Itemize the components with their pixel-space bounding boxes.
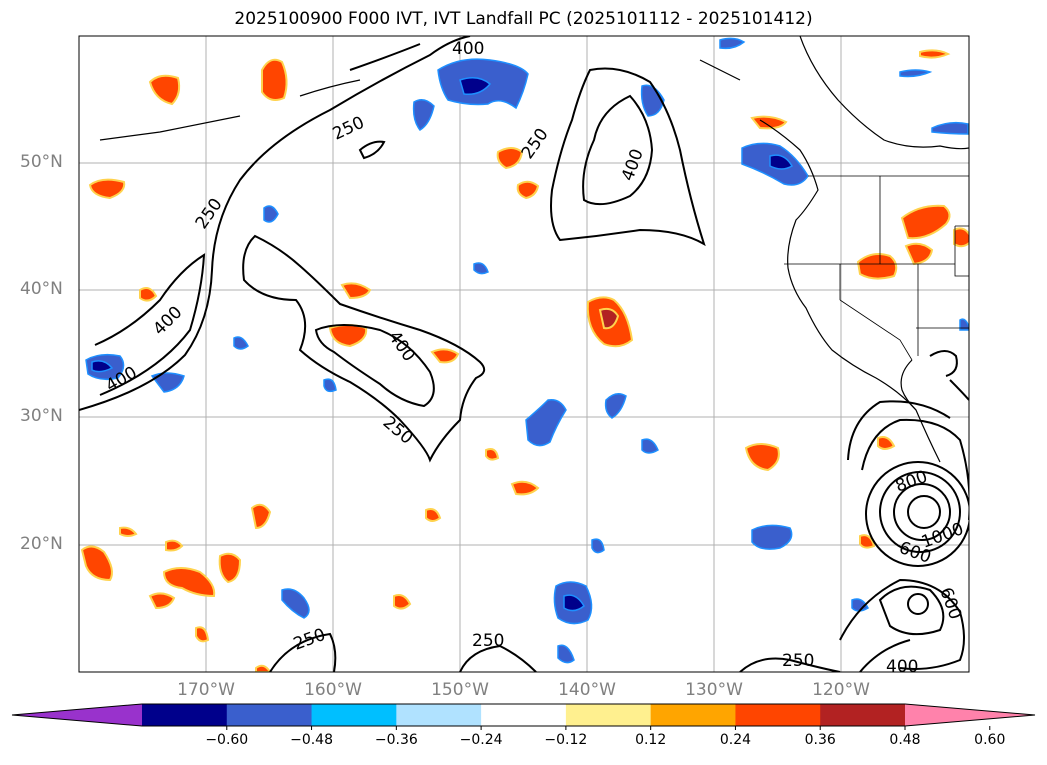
colorbar-segment bbox=[650, 704, 736, 726]
ivt-contours bbox=[79, 36, 969, 672]
contour-label: 250 bbox=[291, 625, 328, 655]
contour-label: 400 bbox=[452, 39, 484, 59]
contour-label: 800 bbox=[893, 467, 930, 497]
negative-anomaly-shading bbox=[85, 37, 969, 664]
colorbar-tick-label: −0.48 bbox=[290, 732, 333, 748]
colorbar-extend-min bbox=[12, 704, 142, 726]
colorbar-segment bbox=[481, 704, 567, 726]
contour-label: 250 bbox=[472, 631, 504, 651]
lon-label: 130°W bbox=[685, 680, 743, 700]
contour-label: 250 bbox=[192, 195, 227, 233]
contour-label: 250 bbox=[330, 113, 368, 145]
colorbar-outline bbox=[11, 703, 1036, 727]
contour-label: 400 bbox=[886, 657, 918, 677]
lon-label: 140°W bbox=[558, 680, 616, 700]
colorbar-tick-label: −0.24 bbox=[459, 732, 503, 748]
lon-label: 120°W bbox=[812, 680, 870, 700]
lat-label: 40°N bbox=[20, 279, 63, 299]
figure-title: 2025100900 F000 IVT, IVT Landfall PC (20… bbox=[234, 9, 813, 29]
map-frame bbox=[78, 35, 970, 673]
colorbar-tick-label: −0.60 bbox=[205, 732, 249, 748]
positive-anomaly-shading bbox=[80, 49, 969, 672]
lat-label: 50°N bbox=[20, 152, 63, 172]
colorbar-segment bbox=[820, 704, 906, 726]
contour-label: 400 bbox=[149, 302, 186, 339]
colorbar-tick-label: 0.24 bbox=[719, 732, 752, 748]
colorbar-segment bbox=[226, 704, 313, 726]
contour-label: 600 bbox=[935, 585, 965, 622]
lat-label: 20°N bbox=[20, 534, 63, 554]
colorbar bbox=[11, 703, 1036, 730]
colorbar-tick-label: −0.36 bbox=[374, 732, 418, 748]
colorbar-tick-label: 0.12 bbox=[635, 732, 667, 748]
colorbar-segment bbox=[311, 704, 397, 726]
colorbar-segment bbox=[142, 704, 228, 726]
colorbar-tick-label: 0.36 bbox=[804, 732, 836, 748]
contour-label: 400 bbox=[618, 146, 648, 183]
state-borders bbox=[784, 175, 969, 361]
lon-label: 150°W bbox=[431, 680, 489, 700]
contour-label: 250 bbox=[782, 651, 814, 671]
colorbar-tick-label: −0.12 bbox=[544, 732, 588, 748]
coastlines bbox=[99, 36, 969, 463]
contour-label: 250 bbox=[379, 413, 417, 449]
lon-label: 160°W bbox=[304, 680, 362, 700]
colorbar-segment bbox=[735, 704, 821, 726]
lat-label: 30°N bbox=[20, 406, 63, 426]
colorbar-tick-label: 0.60 bbox=[974, 732, 1006, 748]
colorbar-tick-label: 0.48 bbox=[889, 732, 921, 748]
colorbar-segment bbox=[565, 704, 652, 726]
colorbar-extend-max bbox=[905, 704, 1035, 726]
gridlines bbox=[79, 36, 969, 672]
lon-label: 170°W bbox=[177, 680, 235, 700]
contour-label: 250 bbox=[518, 125, 553, 163]
colorbar-segment bbox=[396, 704, 482, 726]
